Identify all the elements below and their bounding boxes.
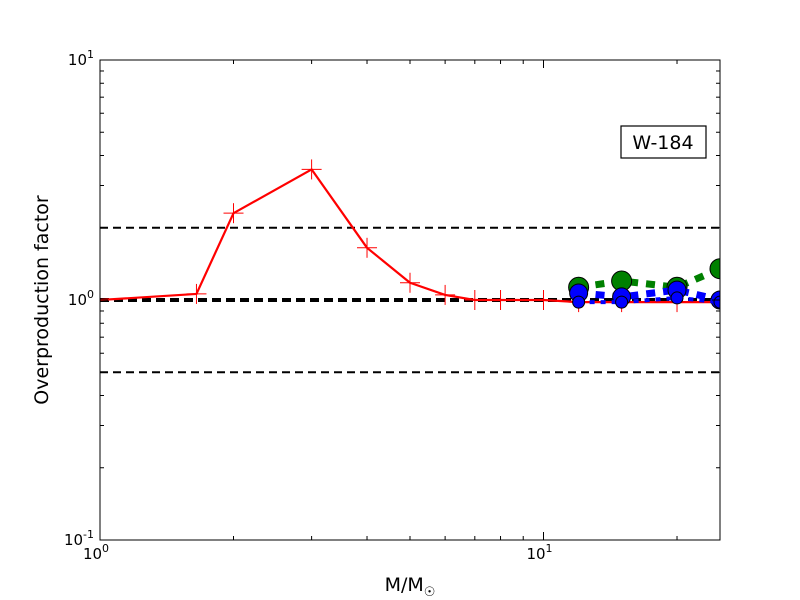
series-3-point-2 [670, 291, 684, 305]
series-0-point-4 [357, 237, 378, 258]
y-axis-label: Overproduction factor [31, 195, 53, 405]
y-tick-label-2: 101 [68, 48, 94, 69]
plot-frame [99, 59, 721, 541]
series-1-point-3 [709, 258, 720, 280]
annotation-label: W-184 [632, 132, 693, 154]
series-0-point-3 [301, 159, 322, 180]
y-tick-label-1: 100 [68, 288, 94, 309]
series-2-line [578, 286, 720, 304]
series-0-point-7 [464, 290, 485, 310]
reference-lines [100, 226, 720, 374]
series-3 [572, 291, 720, 309]
series-1-line [578, 265, 720, 291]
series-0-point-2 [223, 203, 244, 224]
series-3-point-1 [615, 295, 629, 309]
annotation-box: W-184 [620, 125, 707, 159]
series-0-point-8 [490, 290, 511, 310]
annotation-frame [620, 125, 707, 159]
y-tick-label-0: 10-1 [64, 528, 94, 549]
x-axis-label-base: M/M [385, 574, 424, 596]
series-0-point-6 [435, 284, 456, 305]
series-3-line [578, 295, 720, 305]
series-3-point-0 [572, 295, 586, 309]
series-0-point-1 [186, 283, 207, 304]
series-3-point-3 [713, 295, 720, 309]
series-0-point-5 [400, 272, 420, 293]
x-axis-label-sun-symbol: ☉ [424, 585, 436, 600]
x-axis-label: M/M☉ [385, 574, 436, 600]
series-layer [100, 159, 720, 313]
x-tick-label-0: 100 [83, 542, 109, 563]
x-tick-label-1: 101 [526, 542, 552, 563]
series-0-point-9 [533, 290, 554, 310]
